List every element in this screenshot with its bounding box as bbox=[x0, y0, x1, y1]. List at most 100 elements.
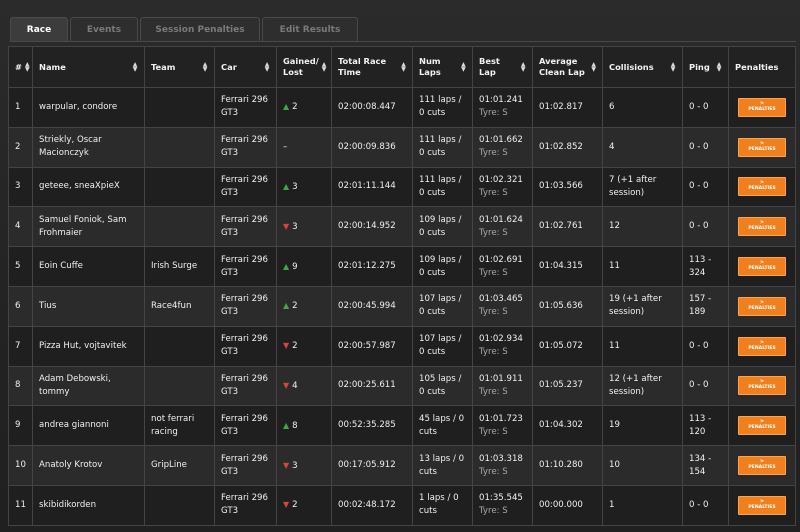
tyre-compound: Tyre: S bbox=[479, 307, 508, 318]
total-race-time-cell: 00:17:05.912 bbox=[331, 445, 413, 486]
loss-arrow-icon: ▼ bbox=[283, 460, 290, 470]
total-race-time-cell: 02:01:11.144 bbox=[331, 166, 413, 208]
positions-delta: 8 bbox=[292, 420, 298, 431]
gain-arrow-icon: ▲ bbox=[283, 102, 290, 112]
tyre-compound: Tyre: S bbox=[479, 108, 508, 119]
penalties-button-label: PENALTIES bbox=[748, 146, 776, 152]
average-clean-lap-cell: 01:05.072 bbox=[532, 325, 603, 367]
penalties-button[interactable]: ⚑ PENALTIES bbox=[738, 257, 786, 277]
penalty-flag-icon: ⚑ bbox=[759, 498, 765, 505]
penalties-cell: ⚑ PENALTIES bbox=[728, 484, 796, 526]
gained-lost-cell: – bbox=[276, 126, 332, 168]
best-lap-time: 01:02.691 bbox=[479, 254, 523, 265]
best-lap-cell: 01:02.934 Tyre: S bbox=[472, 325, 533, 367]
average-clean-lap-cell: 01:04.315 bbox=[532, 246, 603, 287]
penalties-button[interactable]: ⚑ PENALTIES bbox=[738, 495, 786, 515]
tab-edit-results[interactable]: Edit Results bbox=[262, 17, 358, 41]
best-lap-time: 01:01.624 bbox=[479, 214, 523, 225]
penalties-button[interactable]: ⚑ PENALTIES bbox=[738, 336, 786, 356]
penalties-button[interactable]: ⚑ PENALTIES bbox=[738, 416, 786, 436]
penalties-button[interactable]: ⚑ PENALTIES bbox=[738, 296, 786, 316]
penalty-flag-icon: ⚑ bbox=[759, 299, 765, 306]
best-lap-cell: 01:02.321 Tyre: S bbox=[472, 166, 533, 208]
gained-lost-cell: ▼ 4 bbox=[276, 365, 332, 407]
num-laps-cell: 105 laps / 0 cuts bbox=[412, 365, 473, 407]
sort-icon: ▲ ▼ bbox=[670, 61, 676, 73]
num-laps-cell: 45 laps / 0 cuts bbox=[412, 405, 473, 447]
best-lap-time: 01:01.723 bbox=[479, 413, 523, 424]
team-cell bbox=[144, 484, 215, 526]
position-cell: 5 bbox=[8, 246, 33, 287]
column-header-collisions[interactable]: Collisions ▲ ▼ bbox=[602, 46, 683, 88]
sort-icon: ▲ ▼ bbox=[401, 61, 406, 73]
column-header-gained-lost[interactable]: Gained/ Lost ▲ ▼ bbox=[276, 46, 332, 88]
positions-delta: 3 bbox=[292, 181, 298, 192]
column-header-ping[interactable]: Ping ▲ ▼ bbox=[682, 46, 729, 88]
race-results-table: # ▲ ▼ Name ▲ ▼ Team ▲ ▼ Car ▲ ▼ Gained/ Lost ▲ ▼ T… bbox=[8, 46, 796, 526]
column-header-average-clean-lap[interactable]: Average Clean Lap ▲ ▼ bbox=[532, 46, 603, 88]
column-header-team[interactable]: Team ▲ ▼ bbox=[144, 46, 215, 88]
penalty-flag-icon: ⚑ bbox=[759, 140, 765, 147]
driver-name-cell: Striekly, Oscar Macionczyk bbox=[32, 126, 145, 168]
driver-name-cell: Adam Debowski, tommy bbox=[32, 365, 145, 407]
penalties-button[interactable]: ⚑ PENALTIES bbox=[738, 137, 786, 157]
results-body: 1 warpular, condore Ferrari 296 GT3 ▲ 2 02:00… bbox=[8, 87, 796, 526]
tyre-compound: Tyre: S bbox=[479, 227, 508, 238]
gained-lost-cell: ▲ 3 bbox=[276, 166, 332, 208]
column-header-best-lap[interactable]: Best Lap ▲ ▼ bbox=[472, 46, 533, 88]
best-lap-cell: 01:01.662 Tyre: S bbox=[472, 126, 533, 168]
penalties-button[interactable]: ⚑ PENALTIES bbox=[738, 97, 786, 117]
ping-cell: 0 - 0 bbox=[682, 126, 729, 168]
penalties-button-label: PENALTIES bbox=[748, 226, 776, 232]
car-cell: Ferrari 296 GT3 bbox=[214, 126, 277, 168]
tab-events[interactable]: Events bbox=[70, 17, 138, 41]
car-cell: Ferrari 296 GT3 bbox=[214, 405, 277, 447]
penalties-button-label: PENALTIES bbox=[748, 305, 776, 311]
num-laps-cell: 107 laps / 0 cuts bbox=[412, 285, 473, 327]
table-row: 1 warpular, condore Ferrari 296 GT3 ▲ 2 02:00… bbox=[8, 87, 796, 128]
penalty-flag-icon: ⚑ bbox=[759, 260, 765, 267]
column-header-num-laps[interactable]: Num Laps ▲ ▼ bbox=[412, 46, 473, 88]
collisions-cell: 11 bbox=[602, 325, 683, 367]
penalty-flag-icon: ⚑ bbox=[759, 459, 765, 466]
car-cell: Ferrari 296 GT3 bbox=[214, 166, 277, 208]
sort-icon: ▲ ▼ bbox=[461, 61, 466, 73]
positions-delta: – bbox=[283, 141, 288, 152]
collisions-cell: 11 bbox=[602, 246, 683, 287]
position-cell: 9 bbox=[8, 405, 33, 447]
penalties-button[interactable]: ⚑ PENALTIES bbox=[738, 376, 786, 396]
collisions-cell: 12 (+1 after session) bbox=[602, 365, 683, 407]
team-cell bbox=[144, 325, 215, 367]
column-header-name[interactable]: Name ▲ ▼ bbox=[32, 46, 145, 88]
team-cell: Race4fun bbox=[144, 285, 215, 327]
average-clean-lap-cell: 01:03.566 bbox=[532, 166, 603, 208]
car-cell: Ferrari 296 GT3 bbox=[214, 285, 277, 327]
penalties-button[interactable]: ⚑ PENALTIES bbox=[738, 456, 786, 476]
average-clean-lap-cell: 01:02.761 bbox=[532, 206, 603, 248]
column-header-position[interactable]: # ▲ ▼ bbox=[8, 46, 33, 88]
penalties-button[interactable]: ⚑ PENALTIES bbox=[738, 217, 786, 237]
penalties-cell: ⚑ PENALTIES bbox=[728, 325, 796, 367]
penalties-button[interactable]: ⚑ PENALTIES bbox=[738, 177, 786, 197]
total-race-time-cell: 02:00:08.447 bbox=[331, 87, 413, 128]
car-cell: Ferrari 296 GT3 bbox=[214, 445, 277, 486]
collisions-cell: 12 bbox=[602, 206, 683, 248]
gained-lost-cell: ▼ 3 bbox=[276, 206, 332, 248]
table-row: 9 andrea giannoni not ferrari racing Ferrar… bbox=[8, 405, 796, 447]
tab-session-penalties[interactable]: Session Penalties bbox=[140, 17, 260, 41]
tab-underline bbox=[10, 41, 796, 42]
column-header-total-race-time[interactable]: Total Race Time ▲ ▼ bbox=[331, 46, 413, 88]
gain-arrow-icon: ▲ bbox=[283, 420, 290, 430]
gained-lost-cell: ▲ 2 bbox=[276, 285, 332, 327]
best-lap-time: 01:01.662 bbox=[479, 135, 523, 146]
tab-race[interactable]: Race bbox=[10, 17, 68, 42]
sort-icon: ▲ ▼ bbox=[716, 61, 722, 73]
position-cell: 1 bbox=[8, 87, 33, 128]
column-header-car[interactable]: Car ▲ ▼ bbox=[214, 46, 277, 88]
num-laps-cell: 1 laps / 0 cuts bbox=[412, 484, 473, 526]
penalty-flag-icon: ⚑ bbox=[759, 220, 765, 227]
total-race-time-cell: 02:00:25.611 bbox=[331, 365, 413, 407]
collisions-cell: 4 bbox=[602, 126, 683, 168]
penalty-flag-icon: ⚑ bbox=[759, 339, 765, 346]
penalties-cell: ⚑ PENALTIES bbox=[728, 246, 796, 287]
